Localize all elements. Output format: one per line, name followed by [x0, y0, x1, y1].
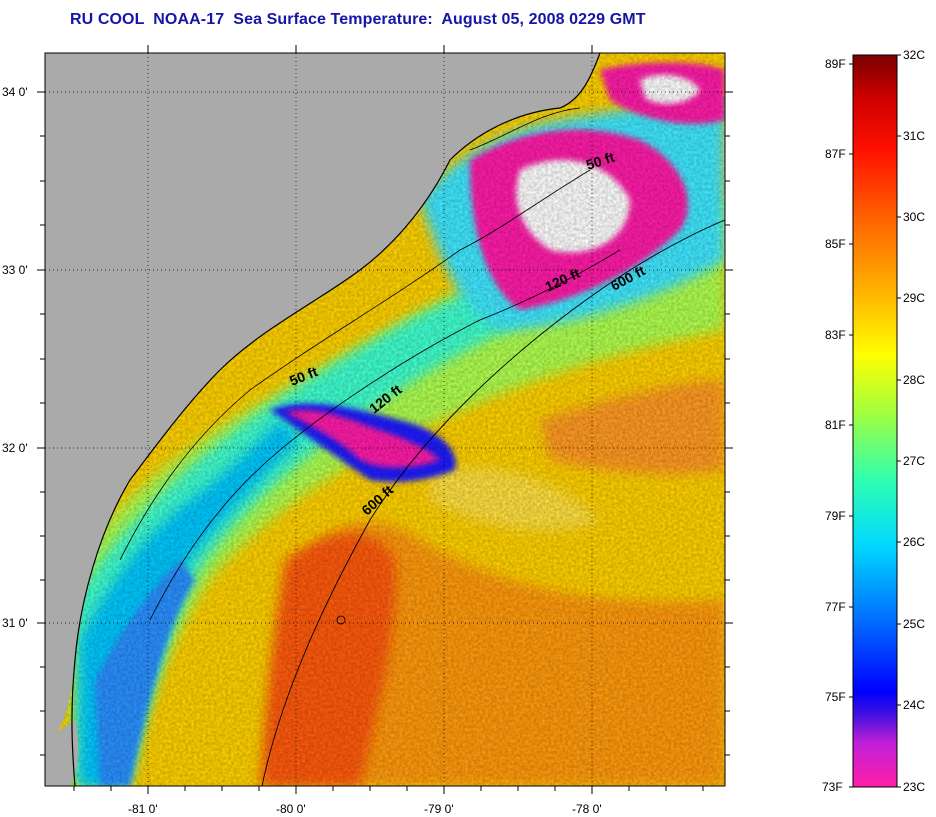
lon-label: -79 0' — [424, 802, 454, 816]
colorbar-f-label: 85F — [825, 237, 846, 251]
colorbar-c-label: 23C — [903, 780, 925, 794]
colorbar-c-label: 30C — [903, 210, 925, 224]
colorbar-f-label: 77F — [825, 600, 846, 614]
lat-label: 33 0' — [2, 263, 28, 277]
lat-label: 31 0' — [2, 616, 28, 630]
colorbar-c-label: 29C — [903, 291, 925, 305]
lat-label: 32 0' — [2, 441, 28, 455]
map-title: RU COOL NOAA-17 Sea Surface Temperature:… — [70, 11, 646, 28]
colorbar-f-label: 75F — [825, 690, 846, 704]
colorbar-c-label: 25C — [903, 617, 925, 631]
colorbar-f-label: 79F — [825, 509, 846, 523]
sst-imagery — [45, 53, 725, 786]
lat-label: 34 0' — [2, 85, 28, 99]
colorbar-f-label: 73F — [822, 780, 843, 794]
colorbar-f-label: 87F — [825, 147, 846, 161]
colorbar-c-label: 31C — [903, 129, 925, 143]
colorbar-f-label: 89F — [825, 57, 846, 71]
colorbar-f-label: 83F — [825, 328, 846, 342]
colorbar-f-label: 81F — [825, 418, 846, 432]
lon-label: -78 0' — [572, 802, 602, 816]
axis-ticks — [37, 45, 733, 794]
colorbar-c-label: 26C — [903, 535, 925, 549]
color-scale-bar: 89F 87F 85F 83F 81F 79F 77F 75F 73F 32C … — [822, 48, 925, 794]
lon-label: -80 0' — [276, 802, 306, 816]
colorbar-c-label: 28C — [903, 373, 925, 387]
colorbar-c-label: 27C — [903, 454, 925, 468]
colorbar-c-label: 24C — [903, 698, 925, 712]
lon-label: -81 0' — [128, 802, 158, 816]
colorbar-c-label: 32C — [903, 48, 925, 62]
